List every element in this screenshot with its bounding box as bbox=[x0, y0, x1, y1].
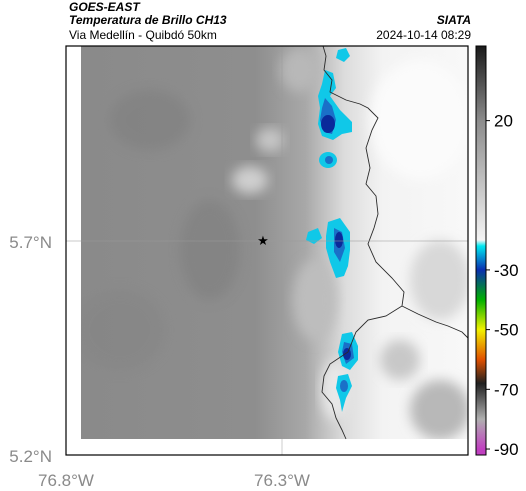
region-subtitle: Via Medellín - Quibdó 50km bbox=[69, 28, 217, 42]
cell-small bbox=[319, 152, 337, 168]
colorbar-tick-label: -30 bbox=[494, 261, 519, 280]
colorbar-tick-label: -70 bbox=[494, 380, 519, 399]
product-title: Temperatura de Brillo CH13 bbox=[69, 13, 227, 27]
colorbar-tick-label: -50 bbox=[494, 321, 519, 340]
cell-north bbox=[318, 48, 352, 140]
colorbar-ticks: 20 -30 -50 -70 -90 bbox=[486, 112, 519, 459]
cell-central bbox=[306, 218, 350, 278]
colorbar-tick-label: -90 bbox=[494, 440, 519, 459]
convective-cells bbox=[306, 48, 358, 412]
colorbar-tick-label: 20 bbox=[494, 112, 513, 131]
lat-tick-label: 5.2°N bbox=[9, 447, 52, 466]
lat-tick-label: 5.7°N bbox=[9, 233, 52, 252]
boundaries bbox=[321, 45, 469, 440]
gridlines bbox=[66, 46, 468, 455]
satellite-title: GOES-EAST bbox=[69, 0, 140, 14]
colorbar bbox=[475, 45, 487, 456]
agency-label: SIATA bbox=[436, 13, 471, 27]
lon-tick-label: 76.8°W bbox=[38, 471, 94, 490]
star-icon: ★ bbox=[257, 234, 269, 249]
timestamp-label: 2024-10-14 08:29 bbox=[376, 28, 471, 42]
map-frame bbox=[65, 45, 469, 456]
lon-tick-label: 76.3°W bbox=[254, 471, 310, 490]
